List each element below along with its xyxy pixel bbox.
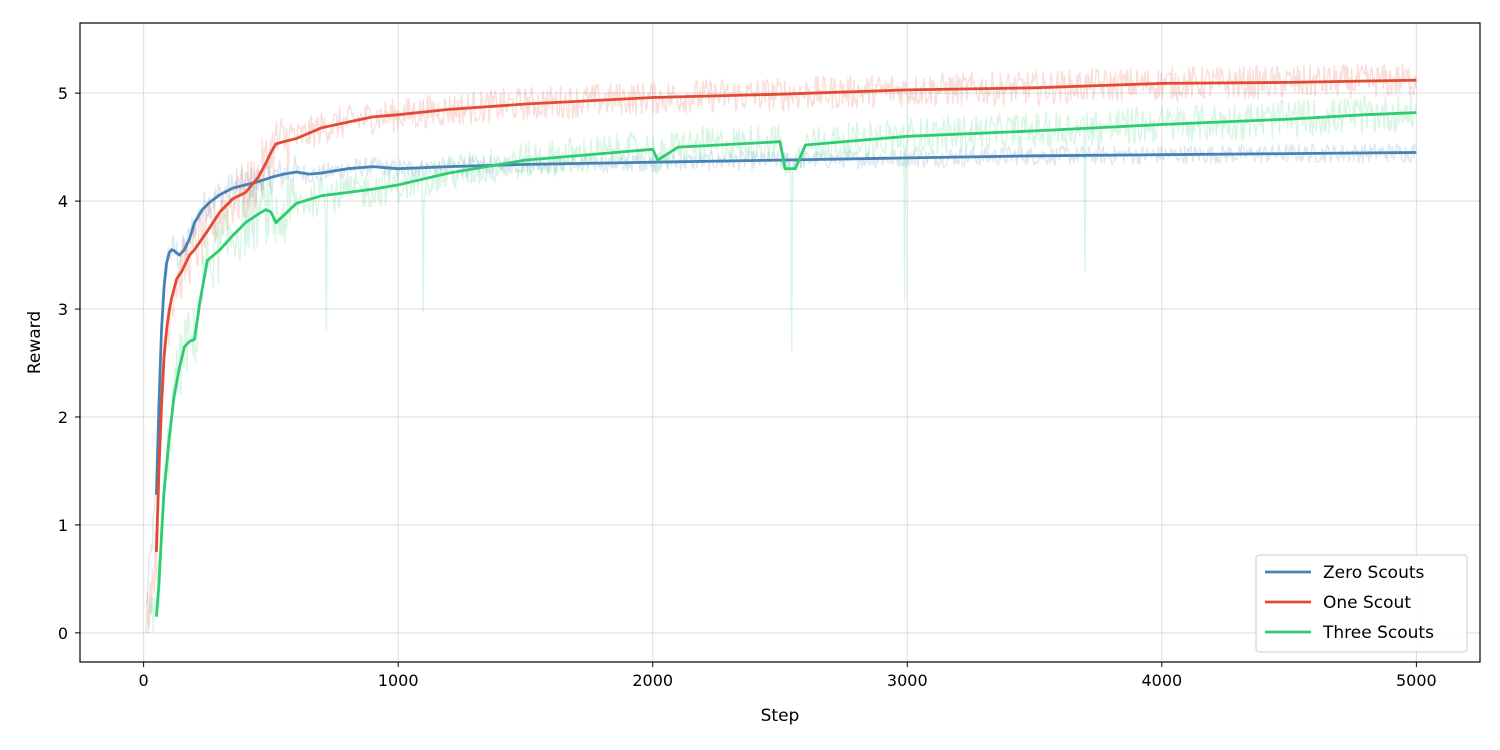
- y-tick-label: 1: [58, 516, 68, 535]
- x-tick-label: 5000: [1396, 671, 1437, 690]
- x-tick-label: 0: [139, 671, 149, 690]
- legend: Zero Scouts One Scout Three Scouts: [1255, 554, 1468, 653]
- x-tick-label: 4000: [1141, 671, 1182, 690]
- y-tick-label: 3: [58, 300, 68, 319]
- x-axis: 0 1000 2000 3000 4000 5000: [139, 662, 1437, 690]
- raw-line-zero-scouts: [145, 142, 1417, 603]
- legend-label: Zero Scouts: [1323, 563, 1425, 583]
- x-tick-label: 2000: [632, 671, 673, 690]
- y-tick-label: 2: [58, 408, 68, 427]
- x-tick-label: 3000: [887, 671, 928, 690]
- y-axis-label: Reward: [25, 311, 45, 374]
- legend-box: [1255, 554, 1468, 653]
- legend-label: Three Scouts: [1322, 623, 1434, 643]
- series-line-one-scout: [155, 78, 1417, 552]
- series-layer: [155, 78, 1417, 617]
- x-axis-label: Step: [761, 706, 800, 726]
- series-line-three-scouts: [155, 111, 1417, 617]
- x-tick-label: 1000: [378, 671, 419, 690]
- y-tick-label: 5: [58, 84, 68, 103]
- plot-frame: [79, 22, 1481, 663]
- y-tick-label: 0: [58, 624, 68, 643]
- raw-line-one-scout: [145, 63, 1417, 633]
- series-line-zero-scouts: [155, 151, 1417, 495]
- legend-label: One Scout: [1323, 593, 1411, 613]
- y-tick-label: 4: [58, 192, 68, 211]
- grid: [80, 23, 1480, 662]
- y-axis: 0 1 2 3 4 5: [58, 84, 80, 643]
